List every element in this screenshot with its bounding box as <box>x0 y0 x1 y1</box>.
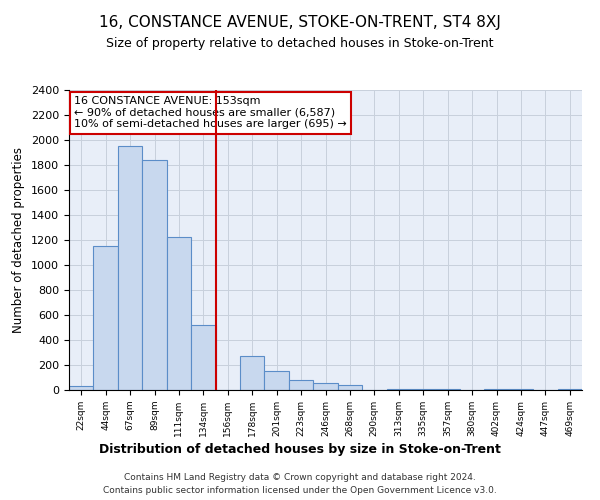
Text: 16, CONSTANCE AVENUE, STOKE-ON-TRENT, ST4 8XJ: 16, CONSTANCE AVENUE, STOKE-ON-TRENT, ST… <box>99 15 501 30</box>
Bar <box>69 386 94 390</box>
Bar <box>313 383 338 390</box>
Bar <box>338 385 362 390</box>
Text: 16 CONSTANCE AVENUE: 153sqm
← 90% of detached houses are smaller (6,587)
10% of : 16 CONSTANCE AVENUE: 153sqm ← 90% of det… <box>74 96 347 129</box>
Bar <box>240 356 265 390</box>
Text: Contains public sector information licensed under the Open Government Licence v3: Contains public sector information licen… <box>103 486 497 495</box>
Text: Contains HM Land Registry data © Crown copyright and database right 2024.: Contains HM Land Registry data © Crown c… <box>124 472 476 482</box>
Text: Size of property relative to detached houses in Stoke-on-Trent: Size of property relative to detached ho… <box>106 38 494 51</box>
Bar <box>386 389 411 390</box>
Bar <box>289 380 313 390</box>
Bar <box>167 237 191 390</box>
Bar <box>265 370 289 390</box>
Bar <box>94 246 118 390</box>
Bar <box>191 325 215 390</box>
Bar <box>142 160 167 390</box>
Y-axis label: Number of detached properties: Number of detached properties <box>13 147 25 333</box>
Bar <box>118 146 142 390</box>
Text: Distribution of detached houses by size in Stoke-on-Trent: Distribution of detached houses by size … <box>99 442 501 456</box>
